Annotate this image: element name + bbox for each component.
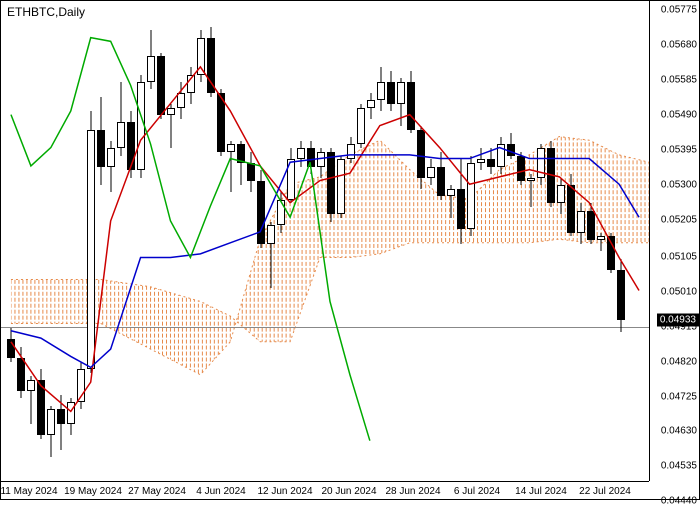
y-tick: 0.05775: [661, 5, 697, 16]
y-tick: 0.04535: [661, 461, 697, 472]
x-tick: 4 Jun 2024: [196, 486, 246, 497]
x-tick: 19 May 2024: [64, 486, 122, 497]
y-tick: 0.04440: [661, 496, 697, 507]
y-tick: 0.05490: [661, 110, 697, 121]
overlay-lines: [1, 1, 649, 481]
x-tick: 14 Jul 2024: [515, 486, 567, 497]
x-axis: 11 May 2024 19 May 2024 27 May 2024 4 Jun 2…: [1, 481, 649, 499]
y-tick: 0.05680: [661, 40, 697, 51]
chart-container: ETHBTC,Daily 0.057750.056800.055850.0549…: [0, 0, 700, 500]
x-tick: 28 Jun 2024: [385, 486, 440, 497]
x-tick: 12 Jun 2024: [257, 486, 312, 497]
x-tick: 27 May 2024: [128, 486, 186, 497]
y-tick: 0.04820: [661, 356, 697, 367]
x-tick: 6 Jul 2024: [454, 486, 500, 497]
y-tick: 0.05300: [661, 179, 697, 190]
y-tick: 0.04725: [661, 391, 697, 402]
y-tick: 0.05585: [661, 75, 697, 86]
y-tick: 0.05395: [661, 145, 697, 156]
y-tick: 0.05205: [661, 214, 697, 225]
x-tick: 20 Jun 2024: [321, 486, 376, 497]
kijun-line: [11, 148, 639, 368]
y-tick: 0.05010: [661, 286, 697, 297]
x-tick: 11 May 2024: [0, 486, 57, 497]
y-axis: 0.05775 0.05680 0.05585 0.05490 0.05395 0.053…: [649, 1, 699, 481]
y-tick: 0.05105: [661, 251, 697, 262]
x-tick: 22 Jul 2024: [579, 486, 631, 497]
price-label: 0.04933: [657, 314, 699, 327]
y-tick: 0.04630: [661, 426, 697, 437]
tenkan-line: [11, 67, 639, 411]
chikou-line: [11, 38, 370, 441]
plot-area[interactable]: [1, 1, 649, 481]
